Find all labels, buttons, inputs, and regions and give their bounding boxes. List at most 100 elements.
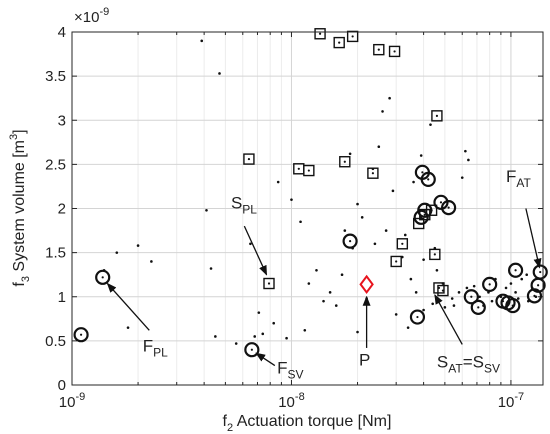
annotation-arrows bbox=[106, 208, 542, 367]
square-center-dot bbox=[441, 289, 445, 292]
dot-point bbox=[214, 335, 217, 338]
dot-point bbox=[373, 242, 377, 246]
dot-point bbox=[435, 268, 439, 272]
point-p-series bbox=[359, 274, 374, 295]
annotation-arrow-sat bbox=[434, 294, 463, 345]
dot-point bbox=[464, 149, 467, 153]
square-point bbox=[388, 45, 401, 58]
circle-point bbox=[441, 200, 457, 216]
dot-point bbox=[422, 258, 425, 261]
y-tick-label: 1 bbox=[58, 289, 66, 306]
dot-point bbox=[516, 297, 520, 300]
dot-point bbox=[443, 306, 447, 309]
square-point bbox=[243, 153, 255, 165]
circle-point bbox=[470, 299, 486, 315]
dot-point bbox=[249, 242, 252, 246]
dot-point bbox=[261, 332, 265, 336]
circle-center-dot bbox=[514, 269, 517, 272]
dot-point bbox=[356, 202, 359, 206]
dot-point bbox=[422, 308, 425, 312]
circle-point bbox=[463, 289, 479, 305]
circle-point bbox=[73, 327, 89, 343]
square-center-dot bbox=[371, 172, 375, 175]
circle-center-dot bbox=[79, 333, 83, 336]
dot-point bbox=[406, 326, 410, 329]
dot-point bbox=[490, 299, 494, 303]
circle-center-dot bbox=[423, 209, 426, 212]
square-point bbox=[425, 204, 438, 216]
y-tick-label: 2.5 bbox=[45, 156, 66, 173]
x-tick-label: 10-8 bbox=[278, 391, 304, 411]
square-point bbox=[390, 255, 402, 268]
dot-point bbox=[450, 297, 454, 300]
dot-point bbox=[465, 286, 469, 290]
square-point bbox=[339, 156, 351, 168]
square-center-dot bbox=[435, 114, 439, 117]
square-point bbox=[367, 167, 379, 179]
circle-center-dot bbox=[533, 294, 536, 297]
circle-center-dot bbox=[427, 178, 430, 181]
plot-frame bbox=[71, 31, 544, 386]
dot-point bbox=[356, 330, 359, 334]
square-point bbox=[437, 284, 449, 297]
x-axis-label: f2 Actuation torque [Nm] bbox=[223, 413, 392, 434]
dot-point bbox=[126, 326, 130, 329]
square-center-dot bbox=[267, 282, 271, 285]
dot-point bbox=[478, 295, 481, 299]
dot-point bbox=[460, 176, 464, 179]
circle-center-dot bbox=[416, 315, 419, 319]
dot-point bbox=[403, 233, 407, 237]
dot-point bbox=[381, 110, 384, 113]
dot-point bbox=[234, 342, 238, 345]
annotation-arrow-fsv bbox=[255, 352, 276, 367]
dot-point bbox=[218, 72, 221, 75]
circle-center-dot bbox=[348, 240, 352, 243]
dot-point bbox=[290, 198, 293, 201]
square-center-dot bbox=[423, 213, 426, 216]
square-center-dot bbox=[395, 260, 398, 263]
dot-point bbox=[299, 220, 302, 224]
square-point bbox=[303, 164, 315, 177]
dot-point bbox=[303, 328, 307, 332]
square-point bbox=[396, 238, 409, 250]
dot-point bbox=[412, 180, 415, 184]
annotation-arrow-spl bbox=[243, 225, 268, 276]
square-center-dot bbox=[338, 41, 341, 44]
circle-point bbox=[482, 276, 498, 292]
y-axis-label: f3 System volume [m3] bbox=[8, 129, 32, 286]
annotation-arrow-fat bbox=[525, 208, 542, 269]
annotation-label-fpl: FPL bbox=[143, 336, 168, 359]
circle-center-dot bbox=[421, 171, 424, 174]
dot-point bbox=[253, 335, 257, 338]
square-center-dot bbox=[377, 48, 380, 51]
dot-point bbox=[431, 302, 434, 306]
dot-point bbox=[360, 216, 364, 219]
dot-point bbox=[377, 145, 381, 149]
circle-point bbox=[95, 269, 111, 285]
y-tick-label: 3.5 bbox=[45, 68, 66, 85]
dot-series bbox=[102, 39, 538, 345]
dot-point bbox=[414, 291, 418, 294]
dot-point bbox=[409, 277, 413, 281]
square-point bbox=[433, 282, 445, 294]
square-point bbox=[263, 277, 275, 290]
annotation-label-sat: SAT=SSV bbox=[437, 352, 500, 375]
point-p-marker bbox=[359, 274, 374, 295]
annotation-labels: FAT SPL FPL FSV P SAT=SSV bbox=[143, 167, 532, 382]
circle-point bbox=[413, 209, 429, 225]
circle-center-dot bbox=[539, 270, 542, 274]
dot-point bbox=[200, 39, 204, 43]
dot-point bbox=[136, 244, 140, 247]
dot-point bbox=[334, 304, 338, 307]
dot-point bbox=[467, 158, 470, 162]
dot-point bbox=[391, 189, 395, 193]
circle-series bbox=[73, 164, 548, 358]
circle-center-dot bbox=[439, 201, 443, 204]
square-center-dot bbox=[351, 35, 354, 38]
y-tick-label: 2 bbox=[58, 201, 66, 218]
x-tick-labels: 10-9 10-8 10-7 bbox=[59, 391, 524, 411]
dot-point bbox=[307, 282, 311, 285]
y-tick-labels: 0 0.5 1 1.5 2 2.5 3 3.5 4 bbox=[45, 24, 66, 394]
square-center-dot bbox=[401, 242, 404, 245]
circle-point bbox=[507, 262, 524, 278]
